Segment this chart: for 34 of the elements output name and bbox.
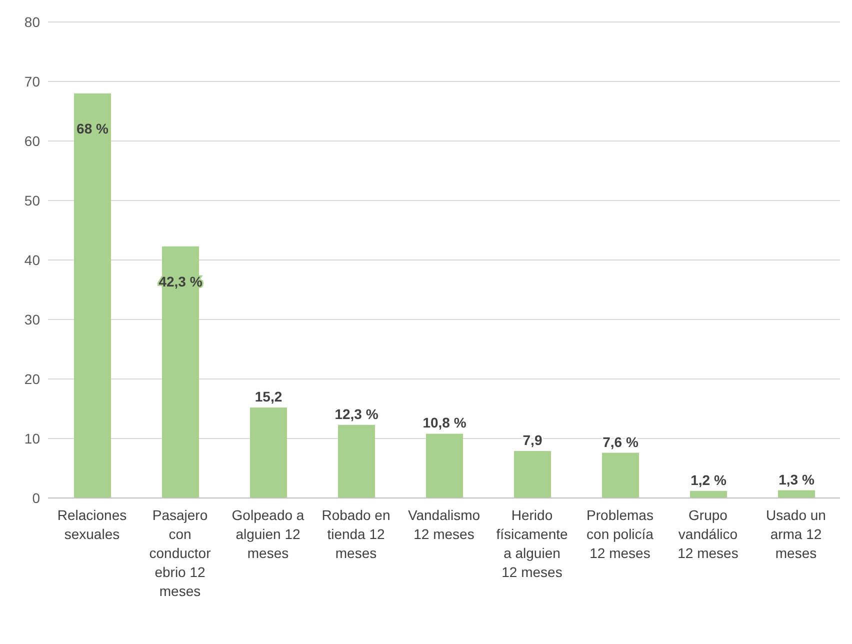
y-tick-label: 30 — [24, 311, 40, 328]
x-tick-label: Robado en tienda 12 meses — [322, 507, 390, 561]
y-tick-label: 10 — [24, 430, 40, 446]
y-tick-label: 60 — [24, 132, 40, 149]
y-tick-label: 70 — [24, 73, 40, 90]
y-tick-label: 80 — [24, 14, 40, 30]
data-label: 7,6 % — [602, 434, 639, 450]
bar — [514, 450, 551, 498]
x-tick-label: Pasajero con conductor ebrio 12 meses — [149, 507, 212, 599]
bar — [338, 424, 375, 498]
y-tick-label: 20 — [24, 370, 40, 387]
bar — [250, 408, 287, 498]
bar — [426, 434, 463, 498]
data-label: 1,3 % — [778, 471, 815, 488]
x-tick-label: Vandalismo 12 meses — [408, 507, 480, 542]
y-tick-label: 0 — [32, 490, 40, 506]
x-tick-label: Herido físicamente a alguien 12 meses — [496, 507, 568, 580]
data-label: 1,2 % — [690, 472, 727, 488]
data-label: 10,8 % — [422, 414, 467, 431]
bar — [602, 452, 639, 498]
data-label: 7,9 — [522, 432, 542, 448]
data-label: 15,2 — [254, 388, 282, 405]
x-tick-label: Grupo vandálico 12 meses — [678, 507, 738, 561]
bar — [690, 490, 727, 498]
x-tick-label: Problemas con policía 12 meses — [586, 507, 654, 561]
x-tick-label: Golpeado a alguien 12 meses — [232, 507, 304, 561]
data-label: 12,3 % — [334, 406, 379, 422]
data-label: 68 % — [76, 120, 109, 136]
y-tick-label: 50 — [24, 192, 40, 208]
y-tick-label: 40 — [24, 252, 40, 268]
x-tick-label: Relaciones sexuales — [57, 507, 127, 542]
bar — [778, 490, 815, 498]
x-tick-label: Usado un arma 12 meses — [766, 507, 826, 561]
bar — [74, 93, 111, 498]
